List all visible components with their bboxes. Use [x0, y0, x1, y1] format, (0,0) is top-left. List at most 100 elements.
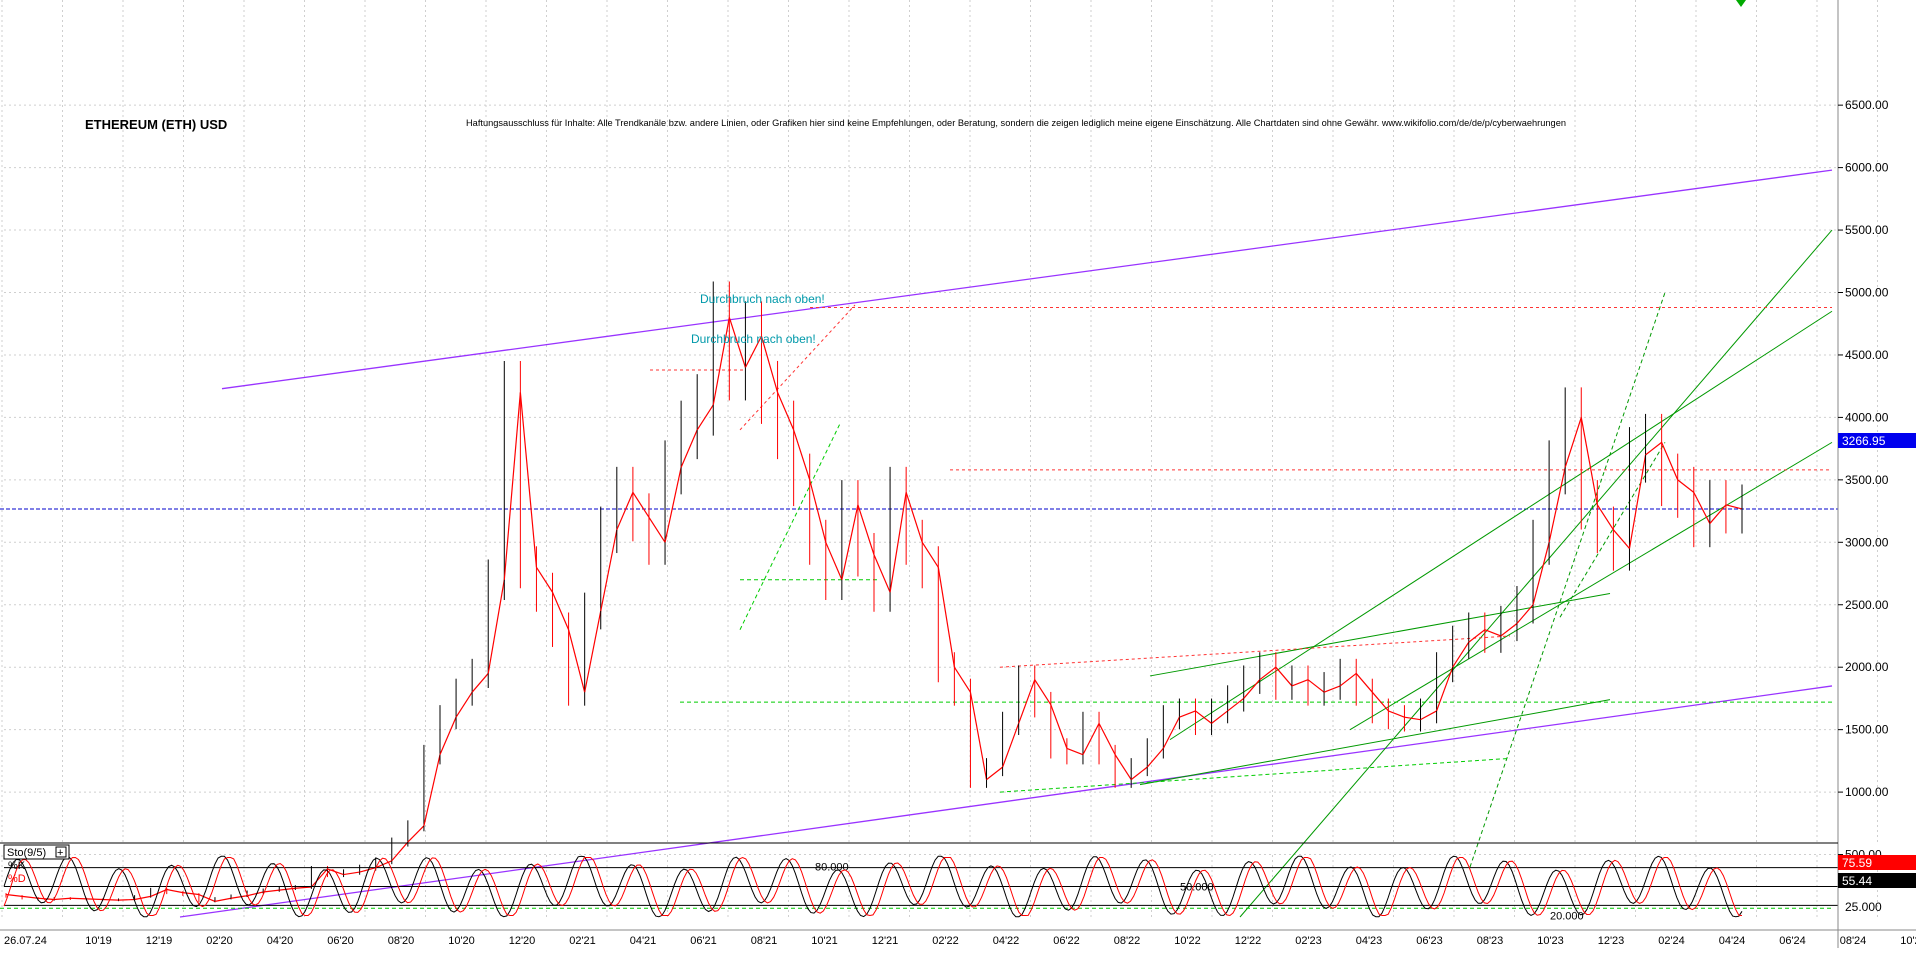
price-segment — [1404, 716, 1421, 721]
trend-line — [1349, 441, 1833, 731]
trend-line — [1169, 310, 1833, 741]
price-segment — [230, 895, 248, 899]
x-tick-label: 08'22 — [1114, 935, 1141, 947]
price-segment — [487, 579, 505, 674]
price-segment — [263, 889, 280, 893]
support-line — [999, 757, 1511, 793]
y-tick-label: 3000.00 — [1845, 535, 1889, 549]
price-segment — [1146, 747, 1164, 768]
x-tick-label: 10'23 — [1537, 935, 1564, 947]
x-tick-label: 08'21 — [751, 935, 778, 947]
support-line — [739, 423, 841, 630]
y-tick-label: 1500.00 — [1845, 723, 1889, 737]
price-segment — [22, 895, 39, 899]
price-segment — [118, 898, 135, 901]
price-segment — [1388, 710, 1405, 718]
stoch-y-tick-label: 25.000 — [1845, 900, 1882, 914]
y-tick-label: 5000.00 — [1845, 286, 1889, 300]
price-segment — [535, 566, 554, 593]
price-segment — [664, 467, 682, 543]
stoch-d-line — [3, 856, 1743, 917]
x-tick-label: 26.07.24 — [4, 935, 47, 947]
d-marker-box — [1838, 873, 1916, 888]
price-segment — [1355, 673, 1373, 693]
price-segment — [1082, 723, 1100, 755]
sto-expand-icon[interactable] — [55, 846, 67, 858]
x-tick-label: 04'22 — [993, 935, 1020, 947]
k-value-label: 75.59 — [1842, 856, 1872, 870]
price-segment — [198, 893, 216, 902]
price-segment — [1195, 710, 1212, 724]
price-segment — [439, 716, 457, 755]
price-segment — [1162, 716, 1180, 749]
price-segment — [1580, 417, 1598, 505]
trend-line — [1239, 229, 1833, 918]
price-segment — [102, 898, 119, 901]
price-segment — [70, 897, 87, 900]
x-tick-label: 12'19 — [146, 935, 173, 947]
x-tick-label: 08'24 — [1840, 935, 1867, 947]
price-segment — [1661, 442, 1679, 481]
x-tick-label: 08'23 — [1477, 935, 1504, 947]
price-segment — [809, 479, 827, 543]
price-segment — [375, 860, 393, 869]
x-tick-label: 12'20 — [509, 935, 536, 947]
upper-channel-line — [221, 169, 1833, 390]
annotation-breakout-2: Durchbruch nach oben! — [691, 332, 816, 346]
x-tick-label: 06'24 — [1779, 935, 1806, 947]
price-segment — [680, 429, 698, 468]
stochastic-header: Sto(9/5) + %K %D — [3, 844, 70, 885]
price-segment — [134, 895, 151, 901]
price-segment — [1596, 504, 1614, 531]
stoch-level-label: 20.000 — [1550, 910, 1584, 922]
chart-title: ETHEREUM (ETH) USD — [85, 117, 227, 132]
x-tick-label: 04'20 — [267, 935, 294, 947]
x-tick-label: 10'24 — [1900, 935, 1916, 947]
price-segment — [391, 841, 409, 862]
x-tick-label: 10'21 — [811, 935, 838, 947]
legend-d: %D — [8, 873, 26, 885]
price-segment — [1516, 604, 1534, 624]
price-segment — [214, 897, 232, 902]
price-segment — [1371, 691, 1389, 712]
price-segment — [1179, 710, 1196, 718]
stoch-k-line — [3, 855, 1743, 918]
price-segment — [969, 692, 988, 780]
price-segment — [1307, 679, 1325, 693]
price-segment — [1275, 666, 1293, 687]
x-tick-label: 12'21 — [872, 935, 899, 947]
price-segment — [793, 429, 811, 481]
x-tick-label: 02'23 — [1295, 935, 1322, 947]
price-segment — [760, 336, 779, 393]
x-tick-label: 12'22 — [1235, 935, 1262, 947]
price-segment — [584, 610, 602, 693]
price-segment — [696, 404, 714, 431]
annotation-breakout-1: Durchbruch nach oben! — [700, 292, 825, 306]
price-segment — [1002, 723, 1020, 768]
price-segment — [1227, 697, 1245, 712]
x-tick-label: 06'22 — [1053, 935, 1080, 947]
x-tick-label: 02'22 — [932, 935, 959, 947]
trend-drawings — [0, 169, 1838, 918]
y-tick-label: 6000.00 — [1845, 161, 1889, 175]
price-segment — [632, 492, 650, 518]
price-segment — [166, 888, 183, 894]
price-segment — [1436, 666, 1454, 712]
price-segment — [1500, 623, 1518, 637]
plus-icon: + — [57, 847, 63, 859]
price-segment — [1066, 747, 1084, 756]
d-value-label: 55.44 — [1842, 874, 1872, 888]
price-segment — [343, 871, 360, 876]
price-segment — [1420, 710, 1437, 721]
price-segment — [1725, 504, 1743, 510]
price-segment — [616, 492, 634, 531]
price-segment — [182, 892, 199, 896]
price-segment — [1050, 704, 1068, 749]
sto-title-box — [3, 844, 70, 860]
price-segment — [889, 492, 907, 593]
price-segment — [712, 317, 730, 406]
price-segment — [953, 666, 971, 693]
price-series — [5, 281, 1743, 903]
price-segment — [1211, 710, 1228, 724]
price-segment — [407, 825, 425, 843]
